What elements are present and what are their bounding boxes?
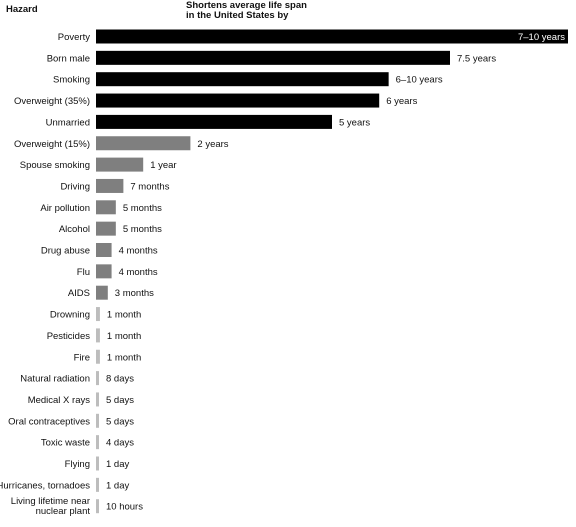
- bar-moderate: [96, 200, 116, 215]
- category-label: Drowning: [50, 310, 90, 321]
- bar-minor: [96, 392, 99, 407]
- bar-moderate: [96, 285, 108, 300]
- bar-major: [96, 93, 380, 108]
- category-label: Drug abuse: [41, 246, 90, 257]
- value-label: 1 month: [107, 331, 141, 342]
- bar-major: [96, 29, 568, 44]
- category-label: Natural radiation: [20, 374, 90, 385]
- category-label: Pesticides: [47, 331, 91, 342]
- value-label: 6 years: [386, 96, 417, 107]
- category-label: Born male: [47, 53, 90, 64]
- bar-moderate: [96, 157, 144, 172]
- category-label: Poverty: [58, 32, 90, 43]
- value-label: 7.5 years: [457, 53, 496, 64]
- value-label: 1 month: [107, 310, 141, 321]
- category-label: Hurricanes, tornadoes: [0, 480, 90, 491]
- chart-title-line-1: Shortens average life span: [186, 0, 307, 11]
- bar-minor: [96, 328, 100, 343]
- value-label: 2 years: [197, 139, 228, 150]
- chart-title: Shortens average life span in the United…: [186, 1, 386, 21]
- value-label: 3 months: [115, 288, 154, 299]
- value-label: 5 days: [106, 416, 134, 427]
- bar-minor: [96, 456, 99, 471]
- value-label: 6–10 years: [396, 75, 443, 86]
- value-label: 7–10 years: [518, 32, 565, 43]
- category-label: Alcohol: [59, 224, 90, 235]
- bar-moderate: [96, 178, 124, 193]
- bar-major: [96, 114, 332, 129]
- bar-moderate: [96, 243, 112, 257]
- bar-major: [96, 50, 450, 65]
- bar-moderate: [96, 221, 116, 236]
- bar-minor: [96, 499, 99, 514]
- category-label: Fire: [74, 352, 90, 363]
- value-label: 10 hours: [106, 502, 143, 513]
- bar-minor: [96, 307, 100, 322]
- category-label: Spouse smoking: [20, 160, 90, 171]
- category-label: Oral contraceptives: [8, 416, 90, 427]
- category-label: Driving: [60, 181, 90, 192]
- value-label: 5 days: [106, 395, 134, 406]
- value-label: 5 months: [123, 203, 162, 214]
- hazard-column-header: Hazard: [6, 4, 38, 15]
- category-label: Medical X rays: [28, 395, 91, 406]
- value-label: 5 months: [123, 224, 162, 235]
- category-label: Flu: [77, 267, 90, 278]
- category-label: Unmarried: [46, 117, 90, 128]
- bar-minor: [96, 349, 100, 364]
- category-label: Overweight (15%): [14, 139, 90, 150]
- value-label: 7 months: [130, 181, 169, 192]
- bar-minor: [96, 413, 99, 428]
- bar-minor: [96, 371, 99, 386]
- category-label: Smoking: [53, 75, 90, 86]
- category-label: Air pollution: [40, 203, 90, 214]
- category-label: Overweight (35%): [14, 96, 90, 107]
- value-label: 8 days: [106, 374, 134, 385]
- value-label: 1 day: [106, 480, 129, 491]
- bar-minor: [96, 477, 99, 492]
- value-label: 1 day: [106, 459, 129, 470]
- value-label: 1 month: [107, 352, 141, 363]
- bar-moderate: [96, 264, 112, 279]
- category-label: AIDS: [68, 288, 90, 299]
- value-label: 4 months: [119, 246, 158, 257]
- value-label: 5 years: [339, 117, 370, 128]
- value-label: 4 months: [119, 267, 158, 278]
- bar-moderate: [96, 136, 191, 151]
- value-label: 4 days: [106, 438, 134, 449]
- value-label: 1 year: [150, 160, 176, 171]
- category-label: Toxic waste: [41, 438, 90, 449]
- category-label: Flying: [65, 459, 90, 470]
- category-label: Living lifetime near nuclear plant: [11, 496, 91, 517]
- bar-major: [96, 72, 389, 87]
- bar-minor: [96, 435, 99, 450]
- chart-title-line-2: in the United States by: [186, 10, 289, 21]
